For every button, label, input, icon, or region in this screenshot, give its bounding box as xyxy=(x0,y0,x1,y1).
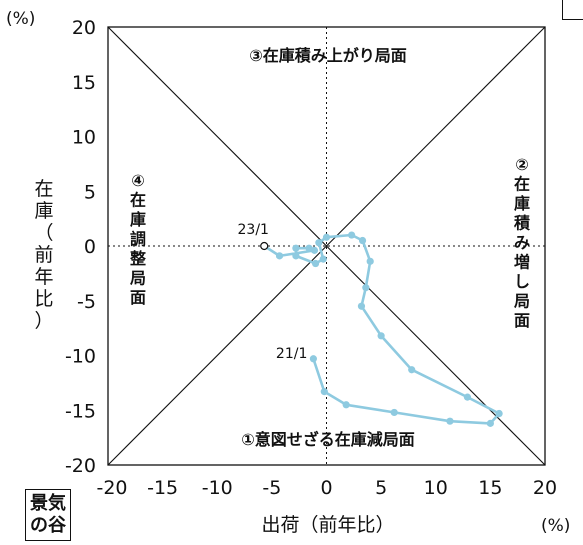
data-point xyxy=(322,233,331,241)
vertical-char: 比 xyxy=(34,288,53,310)
y-axis-ticks: 20 15 10 5 0 -5 -10 -15 -20 xyxy=(65,17,96,477)
y-tick-label: 0 xyxy=(84,236,96,258)
diagonal-line-falling xyxy=(107,26,546,466)
vertical-char: 整 xyxy=(129,249,146,268)
x-axis-ticks: -20 -15 -10 -5 0 5 10 15 20 xyxy=(96,477,557,499)
trough-badge: 景気 の谷 xyxy=(25,489,71,541)
vertical-char: 局 xyxy=(514,292,530,311)
x-tick-label: 20 xyxy=(533,477,557,499)
region-label-2: ② 在庫積み増し局面 xyxy=(513,155,531,330)
vertical-char: 面 xyxy=(130,288,146,307)
data-point xyxy=(446,417,454,425)
end-point-marker xyxy=(260,241,269,251)
plot-area xyxy=(107,26,546,466)
trough-badge-line2: の谷 xyxy=(30,515,66,536)
data-point xyxy=(463,393,472,401)
x-tick-label: 5 xyxy=(375,477,387,499)
data-point xyxy=(357,302,366,310)
vertical-char: 年 xyxy=(34,266,53,288)
vertical-char: 庫 xyxy=(130,210,146,229)
vertical-char: 面 xyxy=(514,311,530,330)
data-point xyxy=(305,244,313,252)
data-point xyxy=(311,259,320,268)
vertical-char: し xyxy=(514,272,530,291)
data-point xyxy=(309,355,317,363)
trough-badge-line1: 景気 xyxy=(30,493,66,514)
vertical-char: ② xyxy=(515,155,529,174)
vertical-char: 在 xyxy=(130,191,146,210)
x-tick-label: 10 xyxy=(424,477,448,499)
data-point xyxy=(292,252,300,260)
vertical-char: み xyxy=(514,233,530,252)
y-tick-label: 15 xyxy=(72,72,96,94)
start-point-label: 21/1 xyxy=(276,346,307,362)
vertical-char: 前 xyxy=(34,244,53,266)
y-axis-unit: (%) xyxy=(6,9,35,29)
data-point xyxy=(390,408,398,417)
corner-mark xyxy=(562,0,583,20)
vertical-char: （ xyxy=(34,222,53,244)
y-tick-label: -10 xyxy=(65,346,96,368)
x-axis-title: 出荷（前年比） xyxy=(261,514,394,536)
y-axis-title: 在庫（前年比） xyxy=(34,178,53,332)
region-label-4: ④ 在庫調整局面 xyxy=(129,171,146,307)
vertical-char: 増 xyxy=(514,253,530,272)
data-point xyxy=(366,257,374,265)
x-tick-label: -20 xyxy=(96,477,127,499)
data-point xyxy=(275,252,284,260)
vertical-char: 在 xyxy=(514,175,530,194)
data-point xyxy=(315,239,323,247)
data-point xyxy=(408,366,416,374)
data-point xyxy=(292,244,300,252)
vertical-char: 積 xyxy=(513,214,531,233)
data-point xyxy=(320,388,328,396)
vertical-char: 在 xyxy=(34,178,53,200)
end-point-label: 23/1 xyxy=(238,222,269,238)
data-point xyxy=(319,255,327,263)
region-label-3: ③在庫積み上がり局面 xyxy=(249,46,407,65)
vertical-char: ） xyxy=(34,310,53,332)
data-point xyxy=(495,409,503,418)
vertical-char: 庫 xyxy=(34,200,53,222)
series-points xyxy=(275,231,503,427)
series-trajectory: 21/1 23/1 xyxy=(238,222,503,427)
x-tick-label: -10 xyxy=(202,477,233,499)
vertical-char: 局 xyxy=(130,269,146,288)
data-point xyxy=(358,236,367,245)
x-tick-label: -15 xyxy=(147,477,178,499)
y-tick-label: -5 xyxy=(77,291,96,313)
vertical-char: ④ xyxy=(131,171,145,190)
vertical-char: 庫 xyxy=(514,194,530,213)
x-axis-unit: (%) xyxy=(541,516,570,536)
data-point xyxy=(342,401,350,409)
y-tick-label: 10 xyxy=(72,127,96,149)
x-tick-label: -5 xyxy=(262,477,281,499)
data-point xyxy=(310,246,319,254)
x-tick-label: 15 xyxy=(478,477,502,499)
region-label-1: ①意図せざる在庫減局面 xyxy=(241,430,415,449)
vertical-char: 調 xyxy=(130,230,146,249)
data-point xyxy=(486,419,494,427)
series-line xyxy=(262,233,501,425)
y-tick-label: 5 xyxy=(84,181,96,203)
data-point xyxy=(348,231,356,239)
data-point xyxy=(377,332,385,340)
y-tick-label: -15 xyxy=(65,400,96,422)
x-tick-label: 0 xyxy=(320,477,332,499)
y-tick-label: 20 xyxy=(72,17,96,39)
y-tick-label: -20 xyxy=(65,455,96,477)
data-point xyxy=(362,284,370,292)
